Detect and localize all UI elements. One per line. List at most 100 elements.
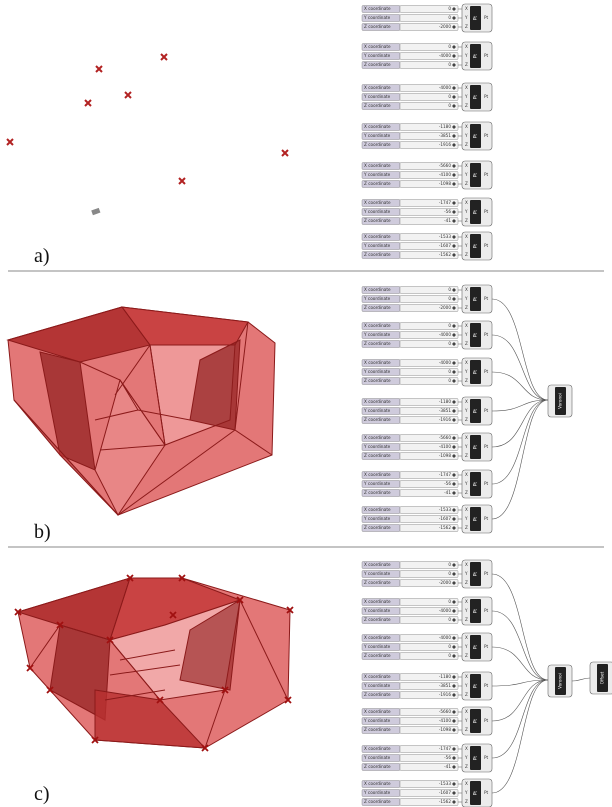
pt-name: Pt <box>473 517 478 522</box>
slider-value: -1533 <box>439 781 452 786</box>
wire <box>492 680 548 793</box>
slider-name: Y coordinate <box>363 608 391 613</box>
slider-name: X coordinate <box>364 323 391 328</box>
pt-input: Y <box>464 94 468 99</box>
pt-input: Y <box>464 755 468 760</box>
pt-input: Y <box>464 172 468 177</box>
wire <box>492 299 548 400</box>
slider-name: X coordinate <box>364 360 391 365</box>
slider-value: 0 <box>448 644 451 649</box>
slider-name: Y coordinate <box>363 516 391 521</box>
pt-input: X <box>465 287 468 292</box>
pt-input: Y <box>464 408 468 413</box>
pt-name: Pt <box>473 572 478 577</box>
pt-input: Z <box>465 617 468 622</box>
slider-value: -41 <box>444 764 451 769</box>
pt-input: Y <box>464 516 468 521</box>
pt-input: Z <box>465 341 468 346</box>
slider-name: Y coordinate <box>363 790 391 795</box>
pt-name: Pt <box>473 482 478 487</box>
slider-value: -4100 <box>439 172 452 177</box>
slider-value: -1098 <box>439 181 452 186</box>
pt-output: Pt <box>484 296 489 301</box>
wire <box>492 335 548 400</box>
slider-value: -1916 <box>439 417 452 422</box>
slider-name: X coordinate <box>364 674 391 679</box>
pt-name: Pt <box>473 210 478 215</box>
pt-name: Pt <box>473 791 478 796</box>
slider-value: -41 <box>444 218 451 223</box>
slider-value: -1916 <box>439 692 452 697</box>
slider-value: -1180 <box>439 674 452 679</box>
pt-name: Pt <box>473 95 478 100</box>
slider-name: Y coordinate <box>363 408 391 413</box>
slider-value: -3851 <box>439 133 452 138</box>
slider-value: 0 <box>448 103 451 108</box>
slider-name: Z coordinate <box>364 653 391 658</box>
panel-label: c) <box>34 783 50 805</box>
pt-input: Y <box>464 332 468 337</box>
pt-input: X <box>465 399 468 404</box>
slider-value: -1098 <box>439 453 452 458</box>
wire <box>492 680 548 758</box>
pt-input: X <box>465 781 468 786</box>
slider-name: Z coordinate <box>364 453 391 458</box>
slider-value: 0 <box>448 369 451 374</box>
pt-input: X <box>465 360 468 365</box>
pt-output: Pt <box>484 408 489 413</box>
slider-value: -4000 <box>439 332 452 337</box>
slider-value: -5660 <box>439 435 452 440</box>
slider-value: -1747 <box>439 746 452 751</box>
pt-input: X <box>465 234 468 239</box>
wire <box>492 400 548 447</box>
slider-value: -1607 <box>439 516 452 521</box>
slider-name: Z coordinate <box>364 252 391 257</box>
pt-input: X <box>465 200 468 205</box>
slider-name: X coordinate <box>364 85 391 90</box>
slider-name: Z coordinate <box>364 692 391 697</box>
pt-input: X <box>465 124 468 129</box>
wire <box>492 647 548 680</box>
slider-value: -4000 <box>439 608 452 613</box>
slider-value: -4100 <box>439 444 452 449</box>
pt-input: Z <box>465 24 468 29</box>
slider-name: Z coordinate <box>364 218 391 223</box>
pt-name: Pt <box>473 16 478 21</box>
pt-output: Pt <box>484 172 489 177</box>
pt-input: Y <box>464 369 468 374</box>
slider-name: Z coordinate <box>364 305 391 310</box>
slider-value: -56 <box>444 209 451 214</box>
pt-output: Pt <box>484 133 489 138</box>
slider-value: 0 <box>448 562 451 567</box>
pt-output: Pt <box>484 94 489 99</box>
slider-value: 0 <box>448 571 451 576</box>
wire <box>572 678 590 681</box>
slider-name: Y coordinate <box>363 296 391 301</box>
pt-input: X <box>465 323 468 328</box>
slider-value: -1180 <box>439 124 452 129</box>
slider-value: 0 <box>448 296 451 301</box>
slider-name: Z coordinate <box>364 617 391 622</box>
slider-value: 0 <box>448 653 451 658</box>
slider-name: Z coordinate <box>364 525 391 530</box>
slider-value: 0 <box>448 15 451 20</box>
slider-value: -1607 <box>439 790 452 795</box>
slider-value: -1180 <box>439 399 452 404</box>
pt-name: Pt <box>473 719 478 724</box>
pt-input: X <box>465 85 468 90</box>
component-name: Offset <box>600 671 605 684</box>
pt-output: Pt <box>484 332 489 337</box>
pt-input: Z <box>465 727 468 732</box>
slider-name: Z coordinate <box>364 799 391 804</box>
slider-name: Y coordinate <box>363 718 391 723</box>
pt-input: Y <box>464 209 468 214</box>
slider-name: Z coordinate <box>364 378 391 383</box>
pt-input: X <box>465 562 468 567</box>
slider-name: X coordinate <box>364 163 391 168</box>
slider-value: 0 <box>448 378 451 383</box>
slider-name: Z coordinate <box>364 727 391 732</box>
slider-name: Z coordinate <box>364 103 391 108</box>
slider-name: Y coordinate <box>363 683 391 688</box>
pt-input: Z <box>465 525 468 530</box>
slider-value: 0 <box>448 599 451 604</box>
